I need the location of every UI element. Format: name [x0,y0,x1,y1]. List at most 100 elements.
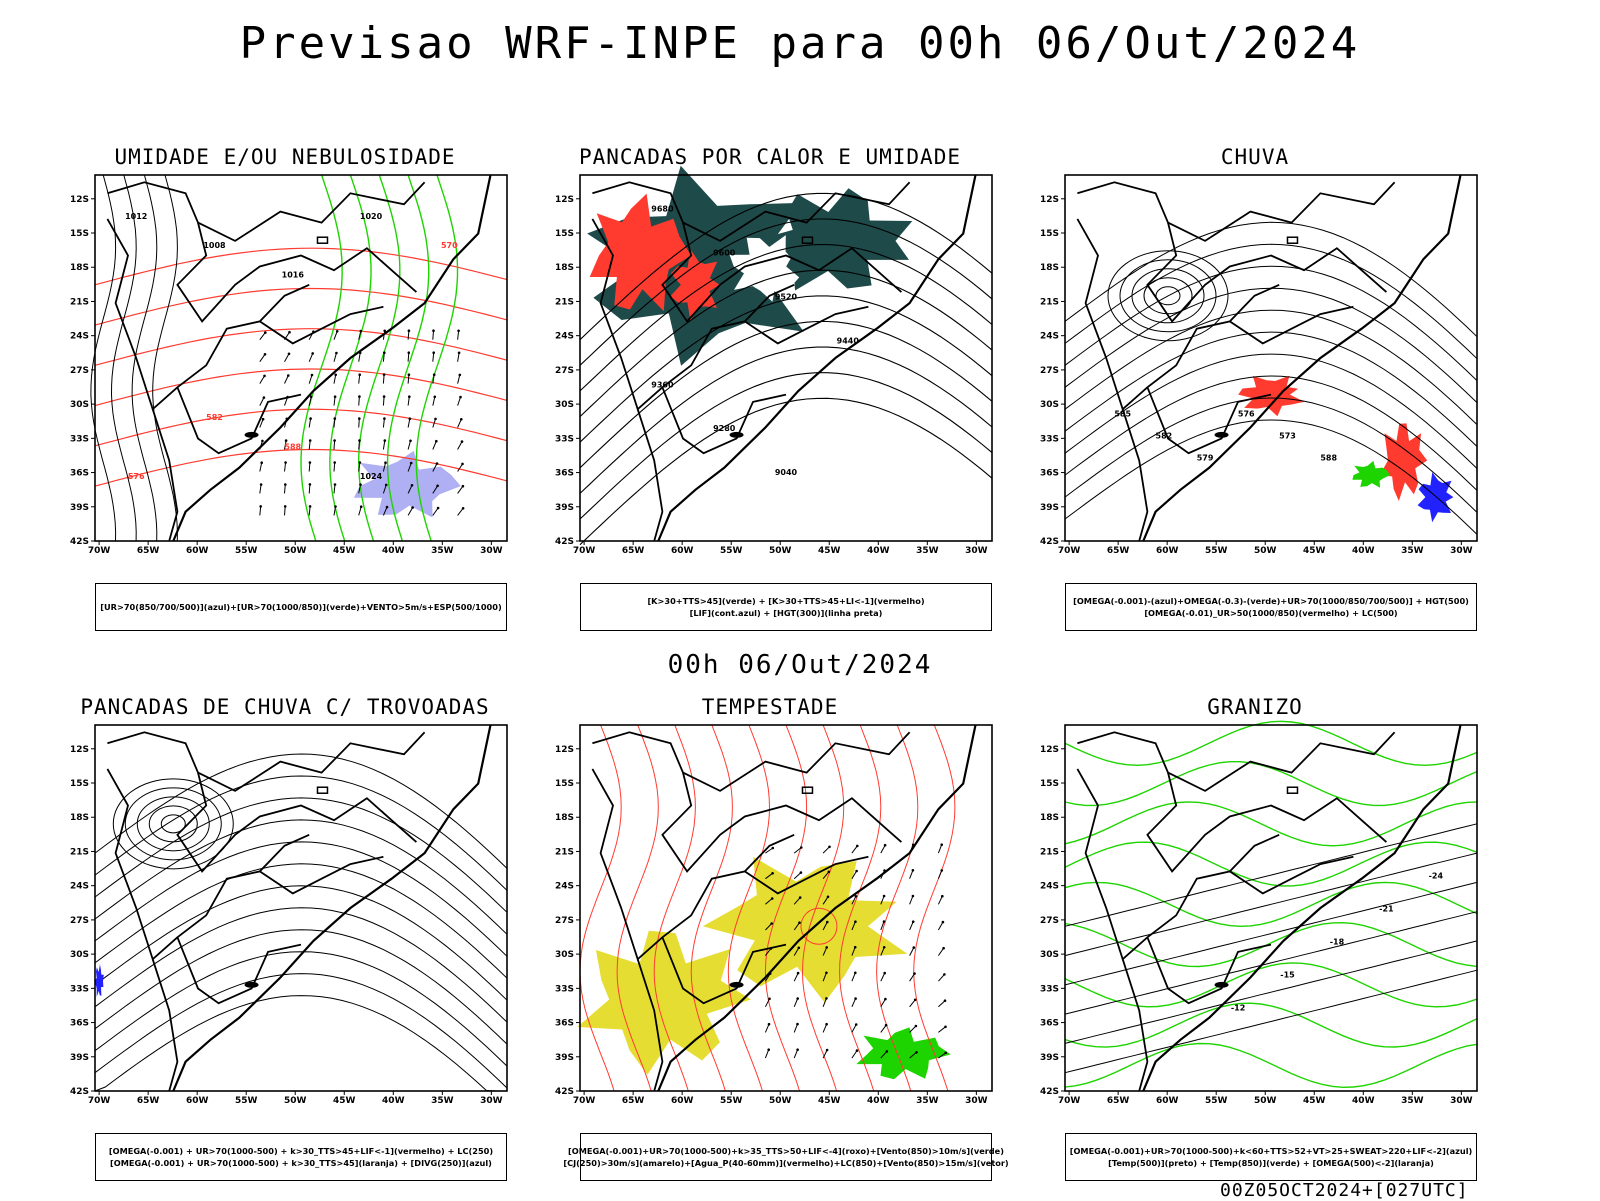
precip-water-contour [727,724,771,1092]
wind-vector [259,419,264,428]
lat-label: 18S [1040,263,1059,273]
reservoir-marker [316,786,329,794]
country-border [1076,218,1280,411]
wind-vector [407,374,410,384]
temp850-contour [1064,720,1478,767]
wind-vector-head [432,329,435,332]
wind-vector [382,506,388,516]
wind-vector-head [284,483,287,486]
wind-vector [765,948,772,956]
wind-vector [284,484,286,494]
legend-line: [OMEGA(-0.01)_UR>50(1000/850)(vermelho) … [1144,608,1398,618]
wind-vector-head [287,374,290,377]
wind-vector [851,845,858,854]
wind-vector [308,440,311,450]
wind-vector [793,1023,798,1033]
wind-vector [765,923,773,931]
lat-label: 21S [1040,847,1059,857]
lagoon-marker [244,981,259,988]
wind-vector-head [383,351,386,354]
wind-vector-head [460,418,463,421]
lat-label: 36S [70,469,89,479]
pressure-contour [152,174,178,542]
wind-area-green [856,1027,951,1080]
lon-label: 40W [1352,1096,1375,1106]
wind-vector [358,462,361,472]
wind-vector-head [944,1025,947,1029]
lon-label: 70W [88,546,111,556]
wind-vector-head [382,373,386,376]
reservoir-marker [801,786,814,794]
contour-label: 585 [1114,410,1131,419]
wind-vector [259,462,263,472]
lat-label: 33S [1040,434,1059,444]
clear-area [729,235,800,302]
wind-vector-head [358,439,361,442]
wind-vector-head [436,506,440,510]
lon-label: 65W [622,546,645,556]
rain-area-blue [1417,472,1454,523]
lon-label: 35W [916,546,939,556]
wind-vector [457,374,461,384]
country-border [107,731,426,792]
wind-vector [880,1051,888,1059]
wind-vector [909,921,914,931]
wind-vector [407,485,413,494]
wind-vector-head [259,505,262,508]
wind-vector-head [358,417,361,420]
wind-vector [358,440,360,450]
wind-vector [937,844,943,854]
wind-vector [822,871,830,880]
country-border [176,936,302,1005]
streamline-vortex [136,796,210,852]
contour-label: 573 [1279,432,1296,441]
lagoon-marker [244,431,259,438]
lon-label: 30W [965,1096,988,1106]
coastline [172,724,492,1092]
wind-vector-head [940,869,944,872]
humidity-contour-green [300,174,343,542]
wind-vector [333,418,336,428]
lat-label: 21S [70,297,89,307]
contour-label: 1024 [360,472,383,481]
wind-vector-head [943,973,946,976]
streamline [1064,265,1478,381]
wind-vector [909,870,914,879]
wind-vector-head [261,439,264,443]
country-border [1076,768,1280,961]
lat-label: 39S [70,503,89,513]
lon-label: 30W [965,546,988,556]
wind-vector-head [259,483,263,486]
streamline [94,797,508,913]
lat-label: 27S [1040,366,1059,376]
wind-vector-head [333,395,337,398]
wind-vector-head [942,946,945,950]
contour-label: -12 [1231,1003,1245,1012]
wind-vector [937,921,944,931]
coastline [657,724,977,1092]
lat-label: 30S [70,400,89,410]
wind-vector [765,872,773,880]
lat-label: 27S [1040,916,1059,926]
wind-vector [358,484,361,494]
wind-vector [407,440,411,450]
streamline [94,753,508,869]
country-border [744,855,869,895]
reservoir-marker [1286,786,1299,794]
wind-vector [407,352,410,362]
wind-vector [432,507,439,516]
wind-vector [764,998,770,1008]
wind-vector [457,463,463,472]
lat-label: 15S [1040,779,1059,789]
panel-umidade: UMIDADE E/OU NEBULOSIDADE 12S 15S 18S 21S 24… [65,145,508,645]
wind-vector-head [335,330,339,333]
pressure-contour [131,174,158,542]
wind-vector-head [334,373,338,377]
wind-vector-head [333,417,337,420]
lat-label: 30S [1040,950,1059,960]
wind-vector-head [334,505,337,508]
wind-vector-head [383,329,387,333]
wind-vector-head [410,484,414,487]
